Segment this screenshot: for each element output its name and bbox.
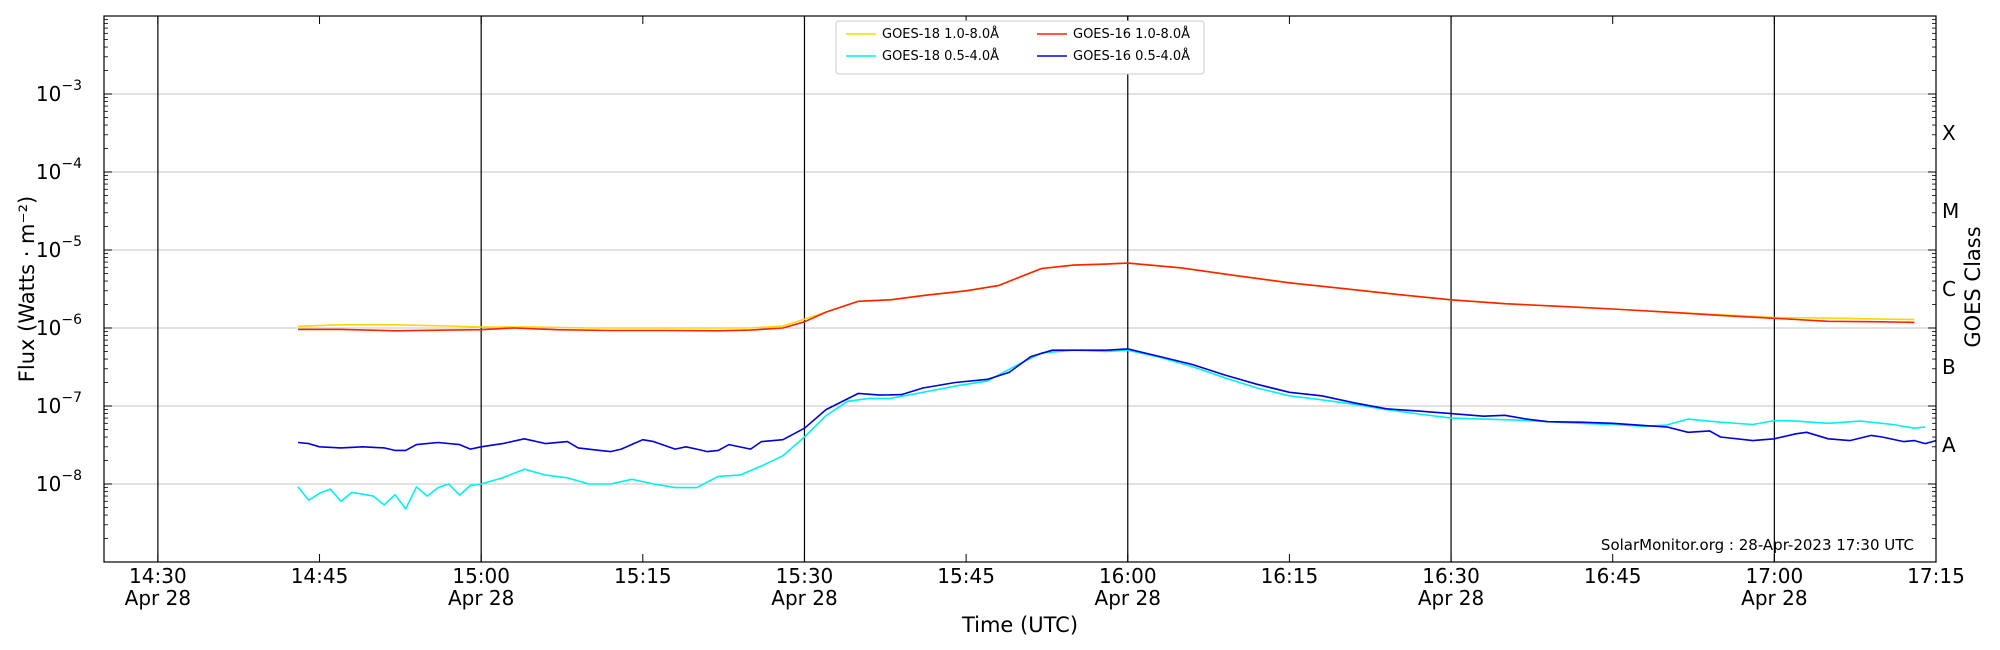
- legend: GOES-18 1.0-8.0Å GOES-18 0.5-4.0Å GOES-16 …: [835, 20, 1205, 75]
- day-vertical-lines: [157, 16, 1775, 562]
- series-line: [297, 262, 1915, 329]
- y-axis-ticks: 10−8 10−7 10−6 10−5 10−4 10−3: [36, 19, 1936, 539]
- goes-class-label: C: [1942, 277, 1956, 301]
- series-line: [298, 262, 1915, 332]
- x-tick-date-label: Apr 28: [448, 586, 514, 610]
- y-tick-label: 10−6: [36, 312, 82, 340]
- goes-class-labels: A B C M X: [1942, 121, 1959, 457]
- y-axis-title: Flux (Watts · m⁻²): [15, 196, 39, 382]
- x-tick-date-label: Apr 28: [125, 586, 191, 610]
- x-tick-label: 15:15: [614, 564, 672, 588]
- legend-entry: GOES-18 0.5-4.0Å: [882, 48, 999, 64]
- x-tick-label: 15:30: [776, 564, 834, 588]
- grid-lines: [104, 93, 1936, 485]
- x-tick-label: 16:30: [1422, 564, 1480, 588]
- legend-box: [835, 20, 1205, 75]
- x-tick-label: 15:45: [937, 564, 995, 588]
- x-tick-label: 17:15: [1907, 564, 1965, 588]
- goes-class-label: A: [1942, 433, 1956, 457]
- legend-entry: GOES-16 0.5-4.0Å: [1073, 48, 1190, 64]
- x-tick-label: 14:45: [291, 564, 349, 588]
- x-tick-label: 16:00: [1099, 564, 1157, 588]
- x-tick-label: 14:30: [129, 564, 187, 588]
- plot-frame: [103, 15, 1937, 563]
- y-tick-label: 10−5: [36, 234, 82, 262]
- series-line: [297, 348, 1937, 453]
- x-axis-title: Time (UTC): [961, 613, 1078, 637]
- x-tick-date-label: Apr 28: [1095, 586, 1161, 610]
- x-tick-date-label: Apr 28: [1418, 586, 1484, 610]
- y-tick-label: 10−7: [36, 390, 82, 418]
- x-tick-date-label: Apr 28: [771, 586, 837, 610]
- y-tick-label: 10−8: [36, 468, 82, 496]
- source-annotation: SolarMonitor.org : 28-Apr-2023 17:30 UTC: [1601, 536, 1914, 554]
- right-axis-title: GOES Class: [1961, 226, 1985, 347]
- legend-entry: GOES-16 1.0-8.0Å: [1073, 26, 1190, 42]
- y-tick-label: 10−4: [36, 156, 82, 184]
- x-tick-label: 17:00: [1746, 564, 1804, 588]
- series-line: [297, 349, 1926, 510]
- x-tick-label: 15:00: [452, 564, 510, 588]
- x-tick-date-label: Apr 28: [1741, 586, 1807, 610]
- goes-class-label: X: [1942, 121, 1956, 145]
- x-tick-label: 16:15: [1261, 564, 1319, 588]
- series-lines: [297, 262, 1937, 510]
- y-tick-label: 10−3: [36, 78, 82, 106]
- goes-class-label: M: [1942, 199, 1959, 223]
- legend-entry: GOES-18 1.0-8.0Å: [882, 26, 999, 42]
- goes-class-label: B: [1942, 355, 1956, 379]
- x-tick-label: 16:45: [1584, 564, 1642, 588]
